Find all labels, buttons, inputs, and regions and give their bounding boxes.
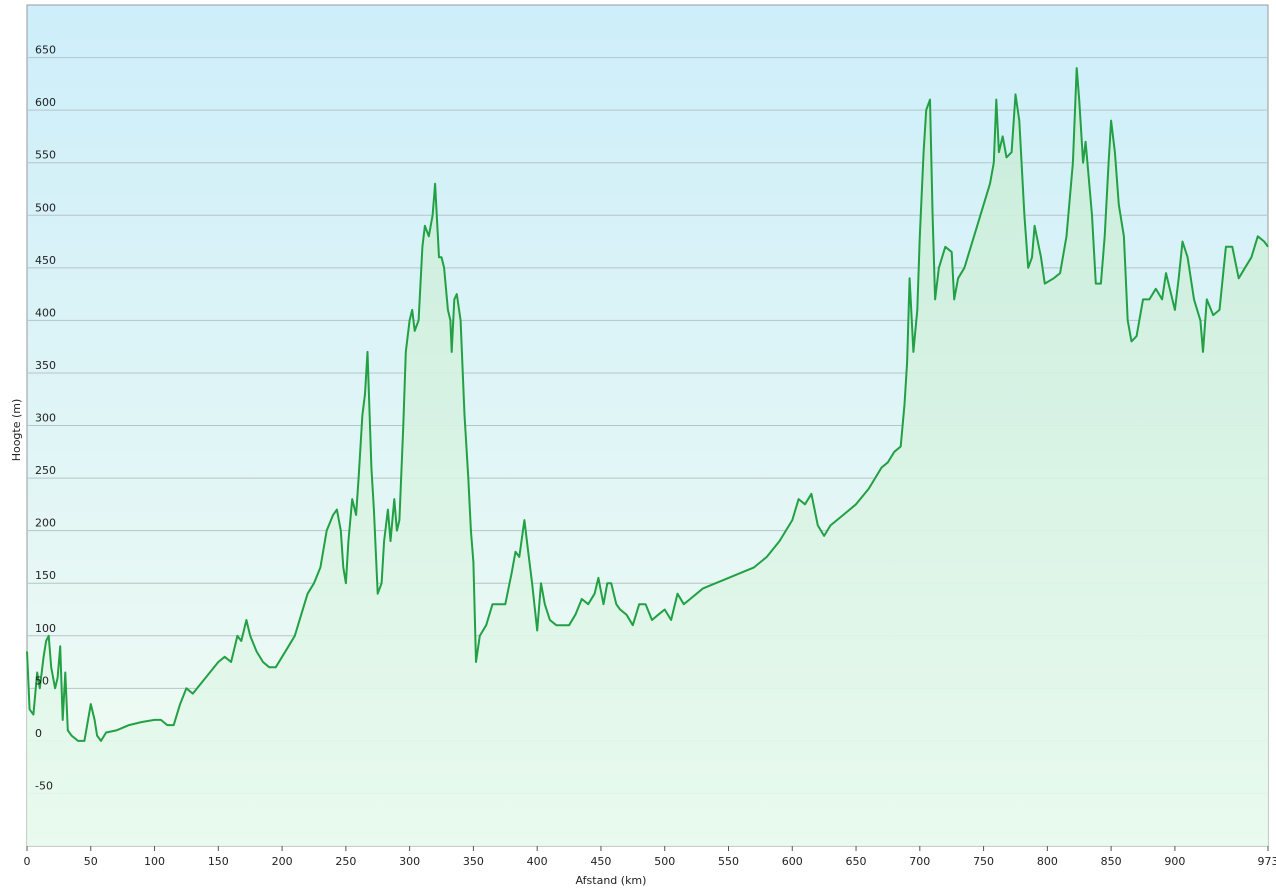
x-tick-label: 550 [718, 855, 739, 868]
x-tick-label: 400 [527, 855, 548, 868]
x-tick-label: 973 [1258, 855, 1276, 868]
x-tick-label: 600 [782, 855, 803, 868]
y-axis-label: Hoogte (m) [10, 399, 23, 462]
y-tick-label: 450 [35, 254, 56, 267]
y-tick-label: 150 [35, 569, 56, 582]
x-tick-label: 200 [272, 855, 293, 868]
x-tick-label: 900 [1164, 855, 1185, 868]
x-tick-label: 700 [909, 855, 930, 868]
area-fill [27, 68, 1268, 847]
y-tick-label: 200 [35, 517, 56, 530]
x-tick-label: 100 [144, 855, 165, 868]
x-tick-label: 250 [335, 855, 356, 868]
y-tick-label: 300 [35, 412, 56, 425]
x-tick-label: 800 [1037, 855, 1058, 868]
y-tick-label: 100 [35, 622, 56, 635]
y-tick-label: 350 [35, 359, 56, 372]
x-tick-label: 350 [463, 855, 484, 868]
y-tick-label: 0 [35, 727, 42, 740]
y-tick-label: 550 [35, 149, 56, 162]
x-tick-label: 750 [973, 855, 994, 868]
x-tick-label: 0 [24, 855, 31, 868]
x-axis-label: Afstand (km) [576, 874, 647, 887]
y-tick-label: -50 [35, 779, 53, 792]
y-tick-label: 500 [35, 201, 56, 214]
y-tick-label: 650 [35, 44, 56, 57]
x-tick-label: 500 [654, 855, 675, 868]
x-tick-label: 300 [399, 855, 420, 868]
x-tick-label: 650 [846, 855, 867, 868]
y-tick-label: 600 [35, 96, 56, 109]
x-tick-label: 50 [84, 855, 98, 868]
x-tick-label: 450 [590, 855, 611, 868]
x-tick-label: 850 [1101, 855, 1122, 868]
y-tick-label: 400 [35, 306, 56, 319]
y-tick-label: 50 [35, 674, 49, 687]
x-tick-label: 150 [208, 855, 229, 868]
y-tick-label: 250 [35, 464, 56, 477]
elevation-line [26, 67, 1269, 742]
